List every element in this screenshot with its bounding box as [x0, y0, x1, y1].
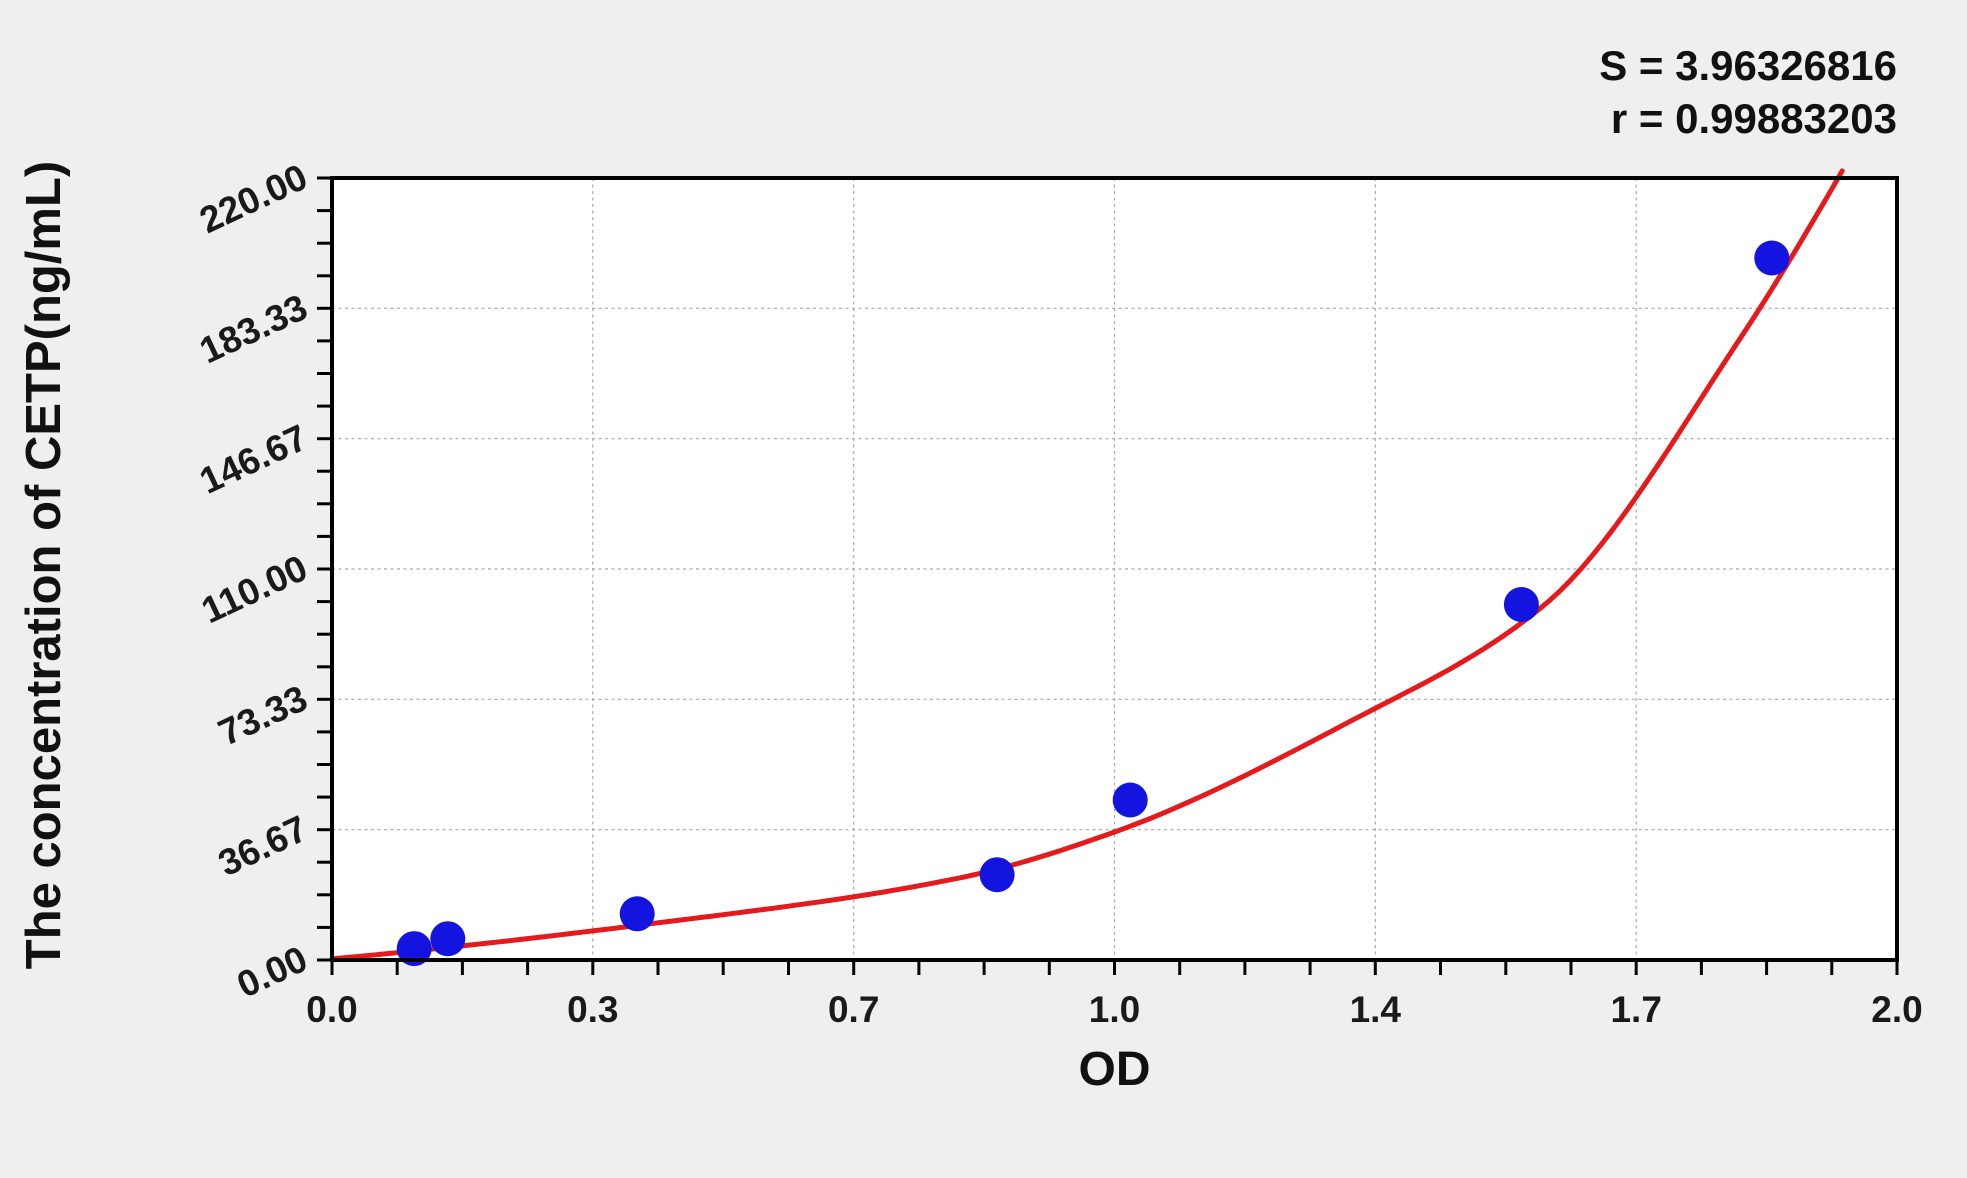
svg-text:1.0: 1.0: [1089, 989, 1140, 1030]
svg-text:1.4: 1.4: [1350, 989, 1402, 1030]
svg-text:S = 3.96326816: S = 3.96326816: [1599, 42, 1897, 89]
svg-text:2.0: 2.0: [1871, 989, 1922, 1030]
svg-text:OD: OD: [1079, 1043, 1151, 1096]
svg-text:0.0: 0.0: [306, 989, 357, 1030]
svg-text:0.3: 0.3: [567, 989, 618, 1030]
svg-text:0.7: 0.7: [828, 989, 879, 1030]
svg-text:The concentration of CETP(ng/: The concentration of CETP(ng/mL): [17, 161, 71, 969]
svg-text:r = 0.99883203: r = 0.99883203: [1611, 95, 1897, 142]
svg-text:1.7: 1.7: [1610, 989, 1661, 1030]
